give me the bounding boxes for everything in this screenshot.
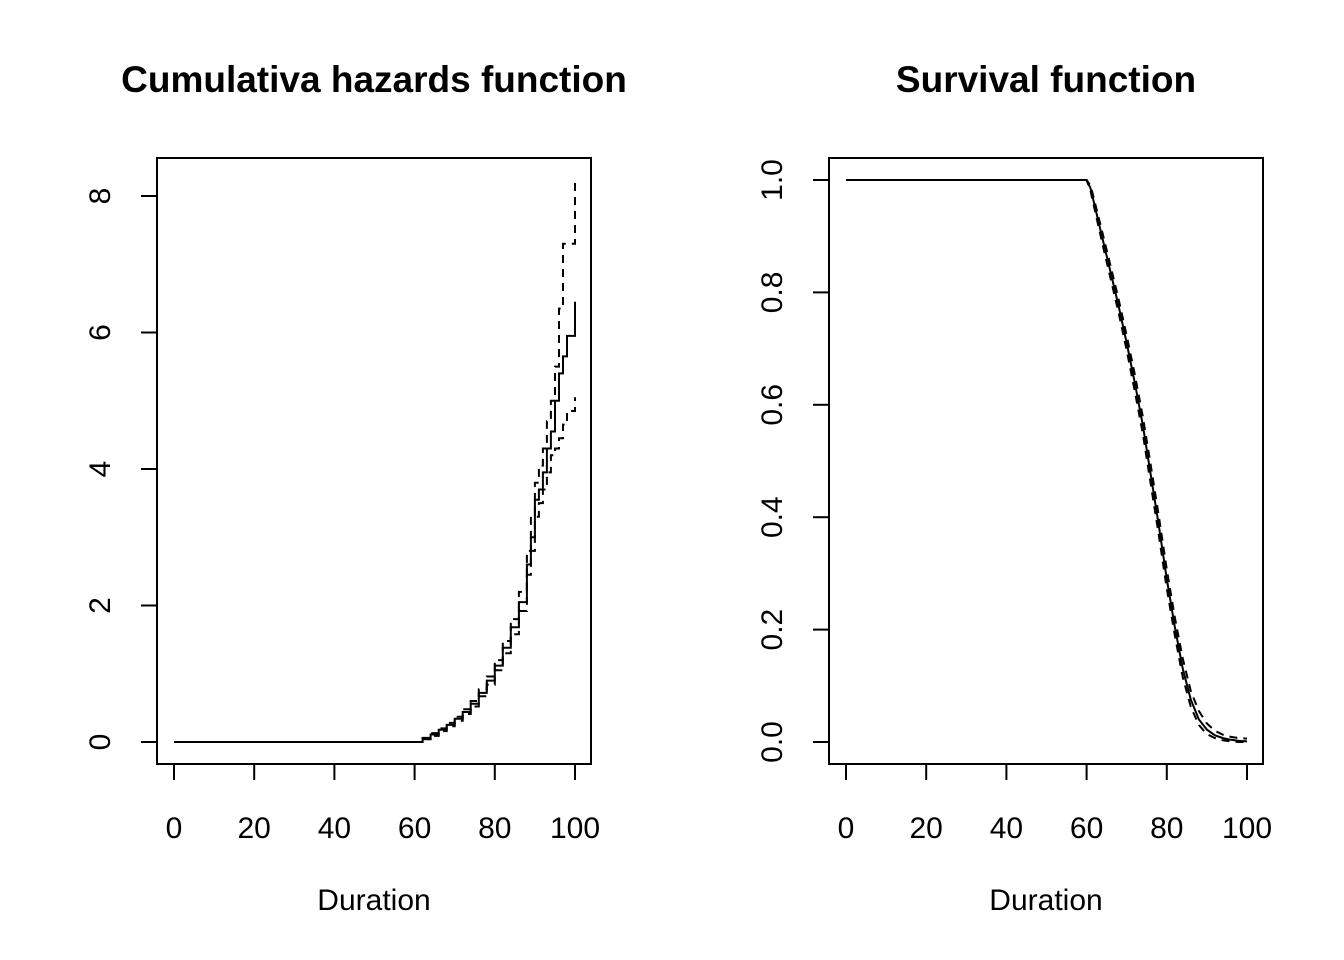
y-tick-label: 0.8 [756, 272, 789, 314]
x-tick-label: 40 [990, 812, 1023, 845]
plot-frame [828, 157, 1264, 765]
survival-function-panel: Survival function Duration 0 20 40 60 80 100 0… [756, 59, 1272, 917]
lower-confidence-line [174, 397, 576, 743]
x-tick-label: 40 [318, 812, 351, 845]
x-tick-label: 80 [478, 812, 511, 845]
x-tick-label: 60 [1070, 812, 1103, 845]
chart-title: Survival function [896, 59, 1196, 100]
cumulative-hazards-panel: Cumulativa hazards function Duration 0 20… [84, 59, 627, 917]
x-tick-label: 80 [1150, 812, 1183, 845]
x-tick-label: 100 [1222, 812, 1272, 845]
estimate-line [174, 301, 576, 743]
y-tick-label: 0.0 [756, 721, 789, 763]
y-tick-label: 6 [84, 324, 117, 341]
y-tick-label: 1.0 [756, 159, 789, 201]
estimate-line [846, 179, 1248, 743]
y-tick-label: 4 [84, 461, 117, 478]
x-tick-label: 0 [838, 812, 855, 845]
plot-frame [156, 157, 592, 765]
y-tick-label: 8 [84, 188, 117, 205]
x-tick-label: 20 [910, 812, 943, 845]
y-tick-label: 0.6 [756, 384, 789, 426]
x-tick-label: 100 [550, 812, 600, 845]
chart-title: Cumulativa hazards function [121, 59, 627, 100]
upper-confidence-line [174, 178, 576, 743]
y-tick-label: 0 [84, 734, 117, 751]
lower-confidence-line [846, 179, 1247, 743]
y-tick-label: 0.4 [756, 496, 789, 538]
x-tick-label: 20 [238, 812, 271, 845]
y-tick-label: 2 [84, 597, 117, 614]
x-axis-label: Duration [317, 884, 430, 917]
x-tick-label: 0 [166, 812, 183, 845]
x-tick-label: 60 [398, 812, 431, 845]
upper-confidence-line [846, 179, 1248, 740]
y-tick-label: 0.2 [756, 609, 789, 651]
x-axis-label: Duration [989, 884, 1102, 917]
